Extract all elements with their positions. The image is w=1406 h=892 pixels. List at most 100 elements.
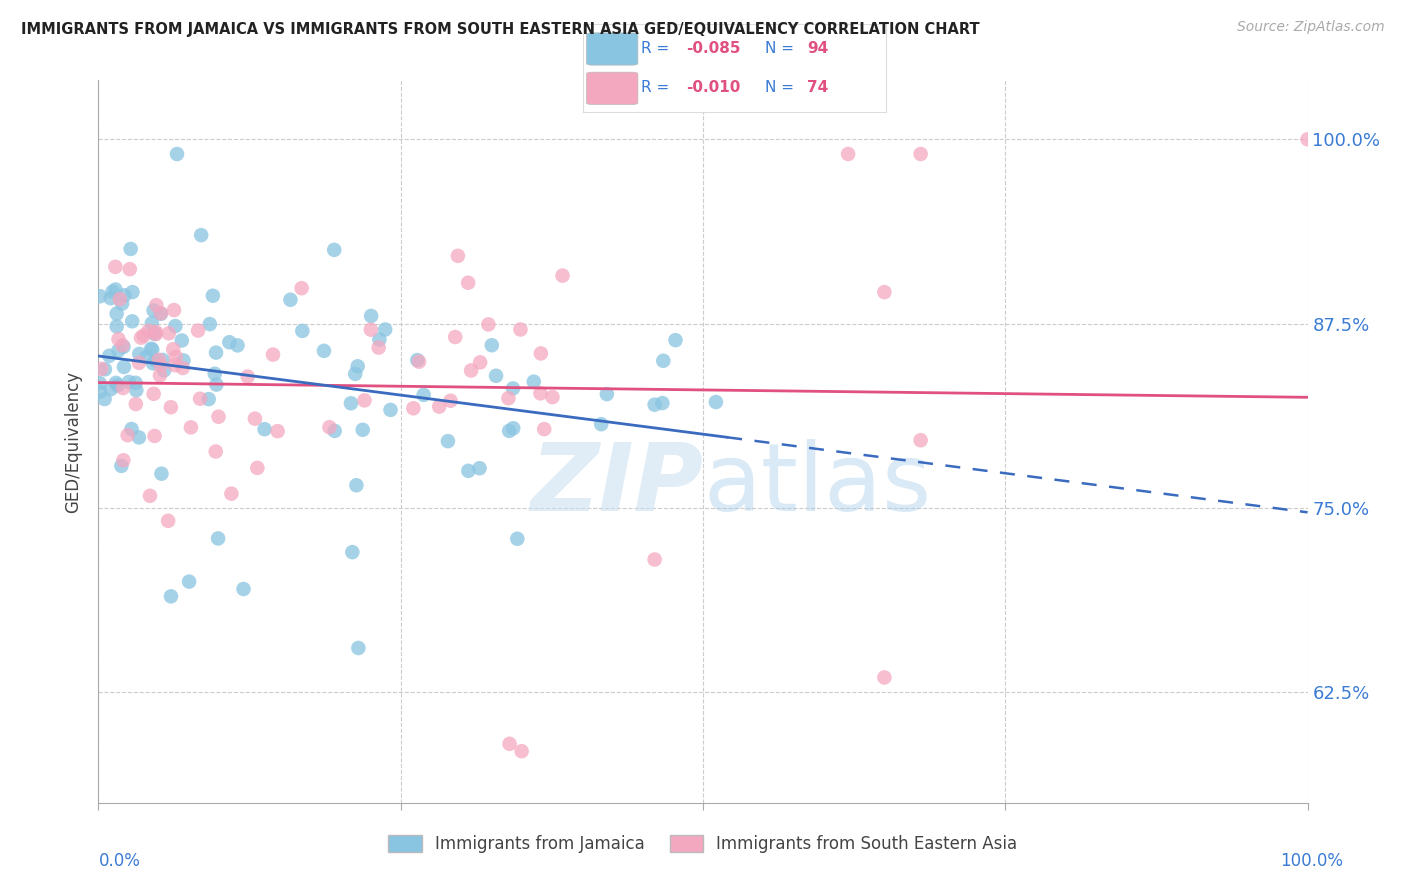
Text: N =: N = xyxy=(765,80,799,95)
Point xyxy=(141,342,163,356)
Point xyxy=(112,359,135,374)
Point xyxy=(412,388,434,402)
Point xyxy=(145,353,167,368)
Point xyxy=(148,352,170,367)
Point xyxy=(910,434,932,448)
Point xyxy=(163,358,186,372)
Point xyxy=(374,322,396,336)
Point xyxy=(262,348,284,362)
Text: -0.010: -0.010 xyxy=(686,80,741,95)
Point xyxy=(153,363,176,377)
Point xyxy=(291,281,314,295)
Point xyxy=(266,424,288,438)
Point xyxy=(157,326,180,341)
FancyBboxPatch shape xyxy=(586,72,638,104)
Point xyxy=(243,411,266,425)
Point xyxy=(124,376,146,390)
Point xyxy=(143,326,166,341)
Point xyxy=(246,461,269,475)
Point xyxy=(353,393,375,408)
Text: 74: 74 xyxy=(807,80,828,95)
Point xyxy=(664,333,686,347)
Point xyxy=(142,356,165,370)
Point xyxy=(135,350,157,364)
Point xyxy=(107,332,129,346)
Point xyxy=(142,386,165,401)
Text: ZIP: ZIP xyxy=(530,439,703,531)
Point xyxy=(232,582,254,596)
Point xyxy=(205,345,228,359)
Point xyxy=(502,381,524,395)
Point xyxy=(509,322,531,336)
Point xyxy=(107,378,129,392)
Point xyxy=(163,303,186,318)
Point xyxy=(498,424,520,438)
Point xyxy=(485,368,508,383)
Point xyxy=(541,390,564,404)
Point xyxy=(128,430,150,444)
Point xyxy=(125,383,148,397)
Point xyxy=(444,330,467,344)
Point xyxy=(346,359,368,374)
Point xyxy=(468,461,491,475)
Text: 0.0%: 0.0% xyxy=(98,852,141,870)
Point xyxy=(89,289,111,303)
Point xyxy=(104,260,127,274)
Point xyxy=(162,342,184,356)
Point xyxy=(457,276,479,290)
Point xyxy=(139,489,162,503)
Point xyxy=(149,307,172,321)
Point xyxy=(107,343,129,358)
Point xyxy=(198,317,221,331)
Point xyxy=(120,242,142,256)
Point xyxy=(179,574,201,589)
Point xyxy=(481,338,503,352)
Point xyxy=(108,292,131,306)
Legend: Immigrants from Jamaica, Immigrants from South Eastern Asia: Immigrants from Jamaica, Immigrants from… xyxy=(382,828,1024,860)
Point xyxy=(114,288,136,302)
Point xyxy=(323,424,346,438)
Point xyxy=(402,401,425,416)
Point xyxy=(644,552,666,566)
Point xyxy=(498,737,520,751)
Point xyxy=(180,420,202,434)
Point xyxy=(121,285,143,299)
Point xyxy=(1296,132,1319,146)
Point xyxy=(651,396,673,410)
Point xyxy=(367,341,389,355)
Point xyxy=(129,331,152,345)
Point xyxy=(280,293,302,307)
Point xyxy=(98,349,121,363)
Point xyxy=(204,367,226,381)
Text: atlas: atlas xyxy=(703,439,931,531)
Point xyxy=(344,478,367,492)
Point xyxy=(112,381,135,395)
Point xyxy=(105,319,128,334)
Point xyxy=(406,353,429,368)
Point xyxy=(145,325,167,339)
Point xyxy=(207,532,229,546)
Point xyxy=(160,401,183,415)
Point xyxy=(312,343,335,358)
Point xyxy=(118,375,141,389)
Point xyxy=(340,396,363,410)
Point xyxy=(837,147,859,161)
Point xyxy=(172,361,194,376)
Point xyxy=(149,306,172,320)
Point xyxy=(90,361,112,376)
Point xyxy=(468,355,491,369)
Text: 100.0%: 100.0% xyxy=(1279,852,1343,870)
Point xyxy=(157,514,180,528)
Point xyxy=(460,363,482,377)
Point xyxy=(100,291,122,305)
Point xyxy=(704,395,727,409)
Point xyxy=(125,397,148,411)
Point xyxy=(149,368,172,383)
Text: R =: R = xyxy=(641,80,673,95)
Point xyxy=(873,285,896,300)
Point xyxy=(457,464,479,478)
Point xyxy=(117,428,139,442)
Text: 94: 94 xyxy=(807,41,828,56)
Point xyxy=(150,467,173,481)
Point xyxy=(368,333,391,347)
